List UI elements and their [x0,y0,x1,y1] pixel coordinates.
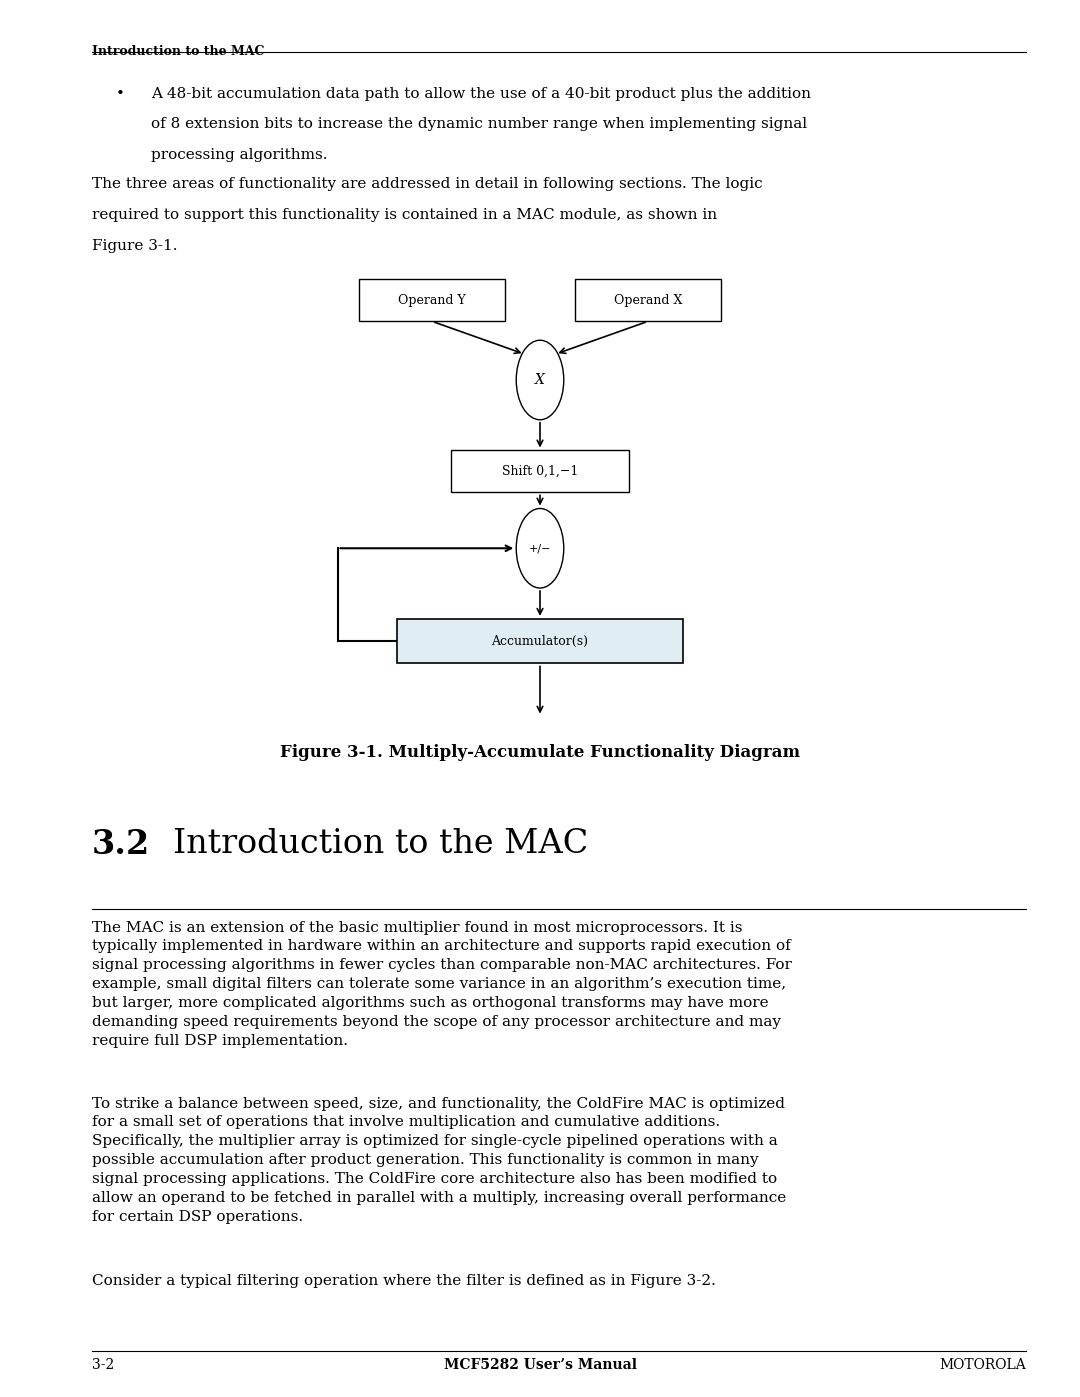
Text: MCF5282 User’s Manual: MCF5282 User’s Manual [444,1358,636,1372]
Text: Operand Y: Operand Y [399,293,465,307]
Text: A 48-bit accumulation data path to allow the use of a 40-bit product plus the ad: A 48-bit accumulation data path to allow… [151,87,811,101]
Text: 3-2: 3-2 [92,1358,114,1372]
Text: Consider a typical filtering operation where the filter is defined as in Figure : Consider a typical filtering operation w… [92,1274,716,1288]
Text: Accumulator(s): Accumulator(s) [491,634,589,648]
Bar [576,279,721,321]
Bar [359,279,505,321]
Ellipse shape [516,509,564,588]
Text: Introduction to the MAC: Introduction to the MAC [92,45,265,57]
Text: Introduction to the MAC: Introduction to the MAC [173,828,588,861]
Bar [397,619,684,664]
Text: MOTOROLA: MOTOROLA [940,1358,1026,1372]
Text: Figure 3-1.: Figure 3-1. [92,239,177,253]
Text: Operand X: Operand X [613,293,683,307]
Text: Figure 3-1. Multiply-Accumulate Functionality Diagram: Figure 3-1. Multiply-Accumulate Function… [280,745,800,761]
Text: To strike a balance between speed, size, and functionality, the ColdFire MAC is : To strike a balance between speed, size,… [92,1097,786,1224]
Text: 3.2: 3.2 [92,828,150,862]
Text: The three areas of functionality are addressed in detail in following sections. : The three areas of functionality are add… [92,177,762,191]
Text: of 8 extension bits to increase the dynamic number range when implementing signa: of 8 extension bits to increase the dyna… [151,117,808,131]
Text: X: X [535,373,545,387]
Bar [451,450,629,492]
Text: •: • [116,87,124,101]
Text: +/−: +/− [529,543,551,553]
Text: The MAC is an extension of the basic multiplier found in most microprocessors. I: The MAC is an extension of the basic mul… [92,921,792,1048]
Text: required to support this functionality is contained in a MAC module, as shown in: required to support this functionality i… [92,208,717,222]
Ellipse shape [516,341,564,419]
Text: Shift 0,1,−1: Shift 0,1,−1 [502,465,578,478]
Text: processing algorithms.: processing algorithms. [151,148,327,162]
